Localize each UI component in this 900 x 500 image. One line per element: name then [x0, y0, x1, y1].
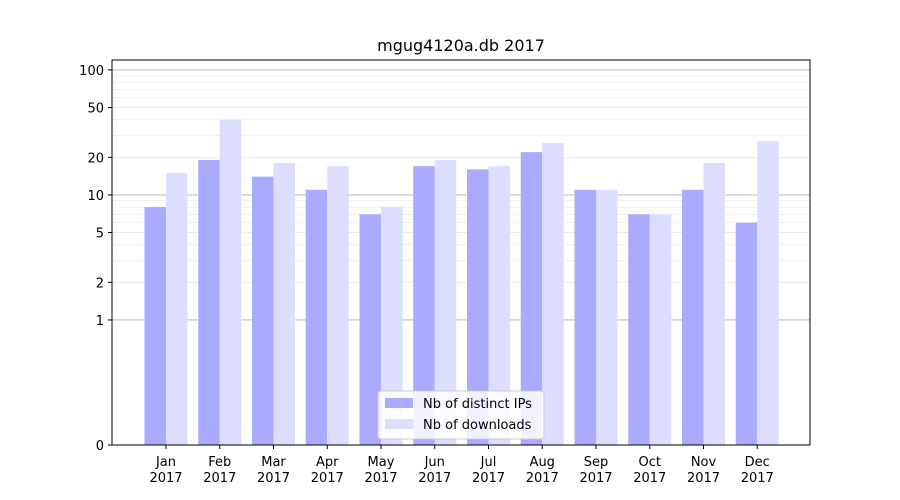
chart-title: mgug4120a.db 2017 [377, 36, 545, 55]
bar [488, 166, 510, 445]
y-tick-label: 20 [87, 151, 104, 166]
legend-label: Nb of distinct IPs [423, 397, 532, 412]
x-axis: Jan 2017 Feb 2017 Mar 2017 Apr 2017 May 2017 Jun 20… [149, 445, 774, 486]
bar [359, 214, 381, 445]
legend: Nb of distinct IPs Nb of downloads [377, 390, 545, 440]
x-tick-label: Apr 2017 [311, 455, 344, 486]
x-tick-label: Sep 2017 [579, 455, 612, 486]
bar [596, 189, 618, 445]
x-tick-label: Nov 2017 [687, 455, 720, 486]
x-tick-label: Oct 2017 [633, 455, 666, 486]
x-tick-label: Feb 2017 [203, 455, 236, 486]
bar [574, 189, 596, 445]
legend-label: Nb of downloads [423, 418, 532, 433]
bars [144, 119, 779, 446]
y-tick-label: 5 [96, 227, 104, 242]
x-tick-label: Dec 2017 [741, 455, 774, 486]
bar [703, 163, 725, 445]
y-tick-label: 100 [79, 64, 104, 79]
x-tick-label: Jun 2017 [418, 455, 451, 486]
bar [252, 176, 274, 445]
y-tick-label: 10 [87, 189, 104, 204]
bar [273, 163, 295, 445]
bar [757, 140, 779, 445]
bar [413, 166, 435, 445]
bar [166, 172, 188, 445]
bar [649, 214, 672, 445]
x-tick-label: Jul 2017 [472, 455, 505, 486]
bar [381, 207, 403, 445]
bar [434, 160, 457, 445]
bar [467, 169, 489, 445]
x-tick-label: Mar 2017 [257, 455, 290, 486]
plot-frame [111, 59, 811, 446]
bar [219, 119, 242, 446]
bar [735, 222, 758, 445]
bar [198, 160, 220, 445]
y-tick-label: 50 [87, 102, 104, 117]
bar [144, 207, 166, 445]
bar [520, 152, 543, 445]
y-tick-label: 2 [96, 276, 104, 291]
bar [327, 166, 349, 445]
bar [305, 189, 328, 445]
x-tick-label: Aug 2017 [526, 455, 559, 486]
y-tick-label: 1 [96, 314, 104, 329]
bar [682, 189, 704, 445]
legend-swatch [385, 419, 413, 429]
y-tick-label: 0 [96, 439, 104, 454]
x-tick-label: May 2017 [364, 455, 397, 486]
legend-swatch [385, 398, 413, 408]
bar [542, 143, 564, 445]
x-tick-label: Jan 2017 [149, 455, 182, 486]
y-axis: 0 1 2 5 10 20 50 100 [79, 64, 112, 454]
legend-box [377, 390, 545, 440]
bar [628, 214, 650, 445]
